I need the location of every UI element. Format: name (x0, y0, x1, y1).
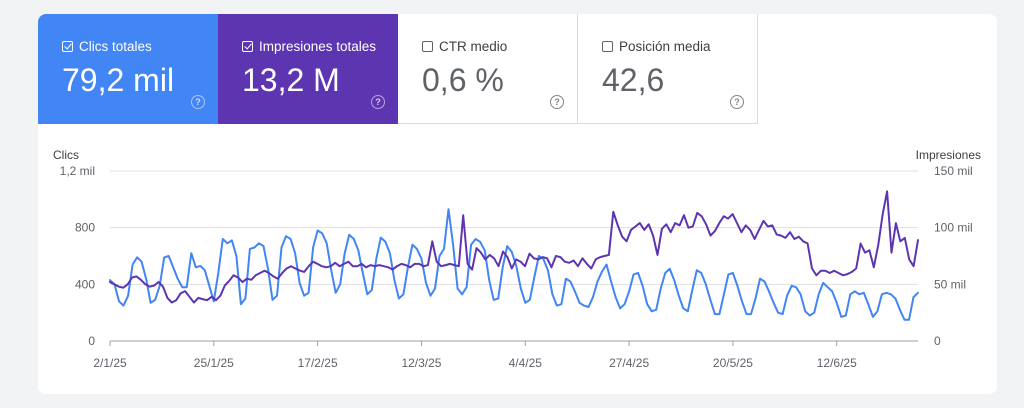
metric-header: Impresiones totales (242, 39, 376, 54)
y-axis-right-title: Impresiones (915, 148, 981, 162)
metric-header: Posición media (602, 39, 711, 54)
metric-tabs: Clics totales 79,2 mil ? Impresiones tot… (38, 14, 758, 124)
y-left-tick-label: 800 (75, 221, 95, 235)
x-tick-label: 12/3/25 (401, 356, 441, 370)
x-tick-label: 25/1/25 (194, 356, 234, 370)
checkbox-checked-icon[interactable] (62, 41, 73, 52)
performance-card: Clics totales 79,2 mil ? Impresiones tot… (38, 14, 997, 394)
x-tick-label: 12/6/25 (817, 356, 857, 370)
metric-value: 42,6 (602, 62, 665, 98)
y-right-tick-label: 100 mil (934, 221, 973, 235)
y-left-tick-label: 400 (75, 277, 95, 291)
series-line-clicks (109, 208, 919, 321)
metric-header: CTR medio (422, 39, 507, 54)
x-tick-label: 27/4/25 (609, 356, 649, 370)
x-tick-label: 4/4/25 (509, 356, 543, 370)
y-left-tick-label: 0 (88, 334, 95, 348)
y-right-tick-label: 150 mil (934, 164, 973, 178)
metric-header: Clics totales (62, 39, 152, 54)
help-icon[interactable]: ? (371, 95, 385, 109)
series-line-impressions (109, 190, 919, 304)
y-left-tick-label: 1,2 mil (60, 164, 95, 178)
checkbox-unchecked-icon[interactable] (422, 41, 433, 52)
help-icon[interactable]: ? (191, 95, 205, 109)
checkbox-checked-icon[interactable] (242, 41, 253, 52)
metric-total-impressions[interactable]: Impresiones totales 13,2 M ? (218, 14, 398, 124)
y-axis-left-title: Clics (53, 148, 79, 162)
y-right-tick-label: 0 (934, 334, 941, 348)
help-icon[interactable]: ? (550, 95, 564, 109)
metric-value: 79,2 mil (62, 62, 175, 98)
help-icon[interactable]: ? (730, 95, 744, 109)
metric-total-clicks[interactable]: Clics totales 79,2 mil ? (38, 14, 218, 124)
metric-value: 13,2 M (242, 62, 340, 98)
x-tick-label: 17/2/25 (298, 356, 338, 370)
x-tick-label: 20/5/25 (713, 356, 753, 370)
checkbox-unchecked-icon[interactable] (602, 41, 613, 52)
x-tick-label: 2/1/25 (93, 356, 127, 370)
metric-value: 0,6 % (422, 62, 504, 98)
performance-chart: 0 0 400 50 mil 800 100 mil 1,2 mil 150 mil 2/1/2… (60, 164, 973, 370)
metric-average-position[interactable]: Posición media 42,6 ? (578, 14, 758, 124)
y-right-tick-label: 50 mil (934, 277, 966, 291)
metric-average-ctr[interactable]: CTR medio 0,6 % ? (398, 14, 578, 124)
